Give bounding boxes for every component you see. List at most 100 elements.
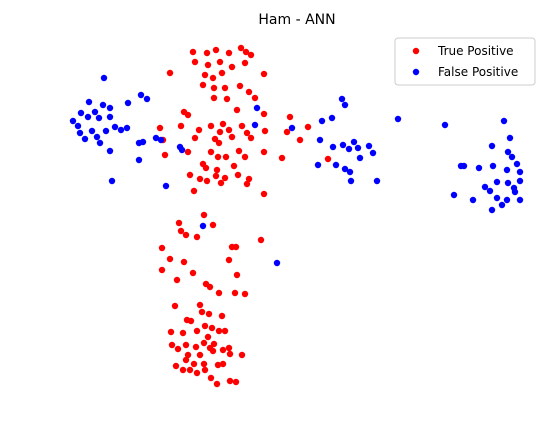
point-true-positive-51	[235, 147, 243, 155]
point-true-positive-53	[161, 151, 169, 159]
point-false-positive-49	[314, 161, 322, 169]
point-true-positive-70	[221, 174, 229, 182]
point-true-positive-26	[184, 111, 192, 119]
point-false-positive-37	[328, 114, 336, 122]
point-true-positive-62	[230, 162, 238, 170]
point-false-positive-34	[251, 121, 259, 129]
point-false-positive-70	[504, 179, 512, 187]
point-false-positive-65	[475, 164, 483, 172]
point-true-positive-57	[241, 153, 249, 161]
point-true-positive-91	[173, 276, 181, 284]
point-true-positive-75	[175, 219, 183, 227]
point-false-positive-5	[77, 109, 85, 117]
point-true-positive-127	[200, 360, 208, 368]
point-true-positive-2	[212, 46, 220, 54]
point-true-positive-135	[213, 380, 221, 388]
points-layer	[69, 44, 524, 388]
point-false-positive-46	[365, 142, 373, 150]
point-false-positive-11	[84, 113, 92, 121]
point-false-positive-56	[441, 121, 449, 129]
point-false-positive-33	[253, 104, 261, 112]
point-true-positive-55	[214, 153, 222, 161]
point-false-positive-30	[108, 177, 116, 185]
point-false-positive-6	[91, 108, 99, 116]
point-true-positive-99	[205, 310, 213, 318]
point-true-positive-52	[260, 148, 268, 156]
point-true-positive-134	[207, 374, 215, 382]
point-true-positive-100	[218, 312, 226, 320]
point-false-positive-69	[493, 178, 501, 186]
point-true-positive-19	[221, 84, 229, 92]
point-true-positive-59	[324, 155, 332, 163]
point-false-positive-68	[516, 168, 524, 176]
point-true-positive-63	[186, 171, 194, 179]
point-false-positive-1	[137, 91, 145, 99]
point-true-positive-14	[209, 74, 217, 82]
point-true-positive-21	[245, 88, 253, 96]
point-false-positive-73	[486, 187, 494, 195]
point-false-positive-60	[504, 148, 512, 156]
point-true-positive-40	[283, 128, 291, 136]
point-true-positive-24	[251, 94, 259, 102]
point-false-positive-47	[369, 149, 377, 157]
legend-frame	[394, 37, 536, 86]
point-false-positive-2	[143, 95, 151, 103]
point-true-positive-93	[215, 289, 223, 297]
point-false-positive-84	[273, 259, 281, 267]
point-true-positive-6	[247, 51, 255, 59]
point-true-positive-22	[210, 94, 218, 102]
point-true-positive-85	[180, 258, 188, 266]
point-false-positive-26	[152, 134, 160, 142]
point-false-positive-41	[329, 143, 337, 151]
point-false-positive-3	[85, 98, 93, 106]
point-true-positive-121	[238, 351, 246, 359]
point-true-positive-17	[199, 81, 207, 89]
point-false-positive-45	[354, 144, 362, 152]
point-true-positive-77	[209, 221, 217, 229]
point-true-positive-102	[187, 317, 195, 325]
point-true-positive-45	[215, 139, 223, 147]
point-false-positive-57	[500, 117, 508, 125]
point-true-positive-79	[193, 233, 201, 241]
point-false-positive-7	[106, 104, 114, 112]
legend-label-false-positive: False Positive	[438, 65, 518, 79]
point-true-positive-98	[198, 308, 206, 316]
point-false-positive-48	[356, 154, 364, 162]
point-true-positive-104	[201, 322, 209, 330]
point-true-positive-132	[214, 361, 222, 369]
point-true-positive-68	[245, 175, 253, 183]
point-false-positive-0	[100, 74, 108, 82]
point-true-positive-60	[202, 164, 210, 172]
point-false-positive-12	[95, 114, 103, 122]
point-true-positive-50	[207, 148, 215, 156]
point-true-positive-124	[196, 351, 204, 359]
point-false-positive-27	[157, 136, 165, 144]
point-true-positive-71	[203, 177, 211, 185]
point-true-positive-136	[226, 377, 234, 385]
point-false-positive-40	[316, 136, 324, 144]
point-false-positive-82	[510, 184, 518, 192]
point-true-positive-114	[192, 343, 200, 351]
point-false-positive-78	[503, 196, 511, 204]
point-true-positive-118	[210, 340, 218, 348]
point-false-positive-4	[99, 101, 107, 109]
legend-marker-false-positive	[412, 68, 420, 76]
point-true-positive-123	[184, 351, 192, 359]
point-true-positive-105	[167, 328, 175, 336]
point-false-positive-75	[450, 191, 458, 199]
point-true-positive-126	[190, 360, 198, 368]
point-false-positive-10	[74, 122, 82, 130]
point-true-positive-32	[195, 126, 203, 134]
point-false-positive-19	[93, 133, 101, 141]
point-false-positive-17	[76, 129, 84, 137]
point-false-positive-36	[318, 117, 326, 125]
point-true-positive-8	[204, 61, 212, 69]
point-false-positive-8	[124, 99, 132, 107]
point-false-positive-51	[341, 165, 349, 173]
point-false-positive-42	[339, 141, 347, 149]
series-false-positive	[69, 74, 524, 267]
point-false-positive-52	[346, 168, 354, 176]
point-false-positive-18	[88, 127, 96, 135]
point-true-positive-86	[225, 256, 233, 264]
